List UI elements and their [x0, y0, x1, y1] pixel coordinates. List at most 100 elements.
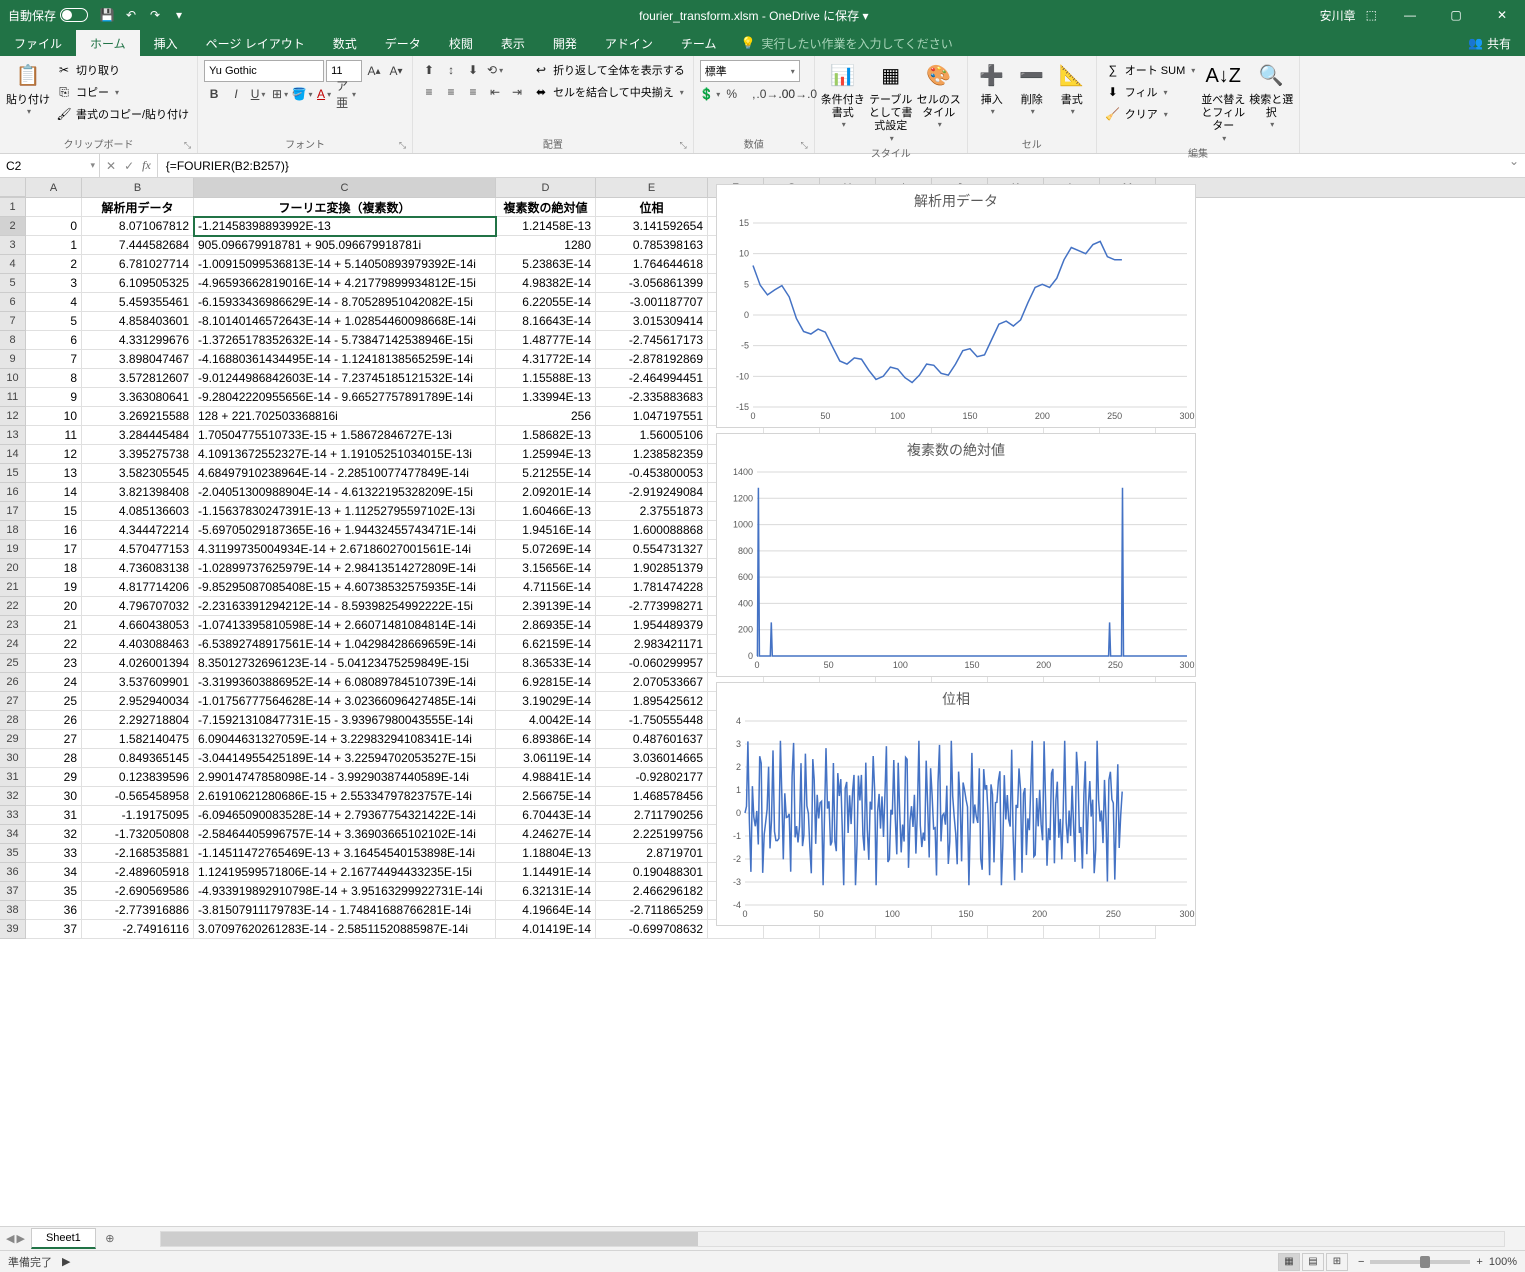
cell[interactable]: -3.001187707 [596, 293, 708, 312]
cell[interactable]: 10 [26, 407, 82, 426]
cell[interactable]: -9.28042220955656E-14 - 9.66527757891789… [194, 388, 496, 407]
cell[interactable]: 24 [26, 673, 82, 692]
decrease-decimal-icon[interactable]: .00→.0 [788, 84, 808, 104]
normal-view-button[interactable]: ▦ [1278, 1253, 1300, 1271]
cell[interactable]: -2.878192869 [596, 350, 708, 369]
cell[interactable]: 14 [26, 483, 82, 502]
italic-button[interactable]: I [226, 84, 246, 104]
row-header[interactable]: 25 [0, 654, 26, 673]
cell[interactable]: -2.773998271 [596, 597, 708, 616]
column-header-A[interactable]: A [26, 178, 82, 197]
align-middle-icon[interactable]: ↕ [441, 60, 461, 80]
cell[interactable]: 4.71156E-14 [496, 578, 596, 597]
select-all-corner[interactable] [0, 178, 26, 197]
underline-button[interactable]: U▾ [248, 84, 268, 104]
cell[interactable]: 位相 [596, 198, 708, 217]
cell[interactable]: 35 [26, 882, 82, 901]
cancel-formula-icon[interactable]: ✕ [106, 159, 116, 173]
row-header[interactable]: 24 [0, 635, 26, 654]
row-header[interactable]: 7 [0, 312, 26, 331]
format-table-button[interactable]: ▦テーブルとして書式設定▾ [869, 60, 913, 143]
align-right-icon[interactable]: ≡ [463, 82, 483, 102]
chart[interactable]: 複素数の絶対値020040060080010001200140005010015… [716, 433, 1196, 677]
tab-view[interactable]: 表示 [487, 30, 539, 56]
cell[interactable]: 解析用データ [82, 198, 194, 217]
user-name[interactable]: 安川章 [1320, 7, 1356, 24]
cell[interactable]: 5.23863E-14 [496, 255, 596, 274]
horizontal-scrollbar[interactable] [160, 1231, 1505, 1247]
tab-file[interactable]: ファイル [0, 30, 76, 56]
cell[interactable]: 23 [26, 654, 82, 673]
cell[interactable]: 2.09201E-14 [496, 483, 596, 502]
cell[interactable]: -1.02899737625979E-14 + 2.98413514272809… [194, 559, 496, 578]
cell[interactable]: -0.92802177 [596, 768, 708, 787]
cell[interactable]: 34 [26, 863, 82, 882]
cell[interactable]: -7.15921310847731E-15 - 3.93967980043555… [194, 711, 496, 730]
cell[interactable]: 2.070533667 [596, 673, 708, 692]
close-button[interactable]: ✕ [1479, 0, 1525, 30]
row-header[interactable]: 11 [0, 388, 26, 407]
row-header[interactable]: 3 [0, 236, 26, 255]
cell[interactable]: 12 [26, 445, 82, 464]
cell[interactable]: -2.168535881 [82, 844, 194, 863]
cell[interactable]: 1.21458E-13 [496, 217, 596, 236]
cell[interactable]: 1.70504775510733E-15 + 1.58672846727E-13… [194, 426, 496, 445]
fill-color-button[interactable]: 🪣▾ [292, 84, 312, 104]
tab-formulas[interactable]: 数式 [319, 30, 371, 56]
cell[interactable]: -3.81507911179783E-14 - 1.7484168876628​… [194, 901, 496, 920]
cell[interactable]: 21 [26, 616, 82, 635]
row-header[interactable]: 30 [0, 749, 26, 768]
cell[interactable]: 2 [26, 255, 82, 274]
cell[interactable]: 4.796707032 [82, 597, 194, 616]
copy-button[interactable]: ⎘コピー▾ [54, 82, 191, 102]
page-break-view-button[interactable]: ⊞ [1326, 1253, 1348, 1271]
cell[interactable]: 4.344472214 [82, 521, 194, 540]
name-box[interactable]: C2 ▾ [0, 154, 100, 177]
ribbon-display-icon[interactable]: ⬚ [1366, 8, 1377, 22]
cell[interactable]: 6.22055E-14 [496, 293, 596, 312]
cell[interactable]: -8.10140146572643E-14 + 1.02854460098668… [194, 312, 496, 331]
cell[interactable]: 3.363080641 [82, 388, 194, 407]
cell[interactable]: 2.983421171 [596, 635, 708, 654]
cell[interactable]: -2.04051300988904E-14 - 4.61322195328209… [194, 483, 496, 502]
cell[interactable]: 複素数の絶対値 [496, 198, 596, 217]
cell[interactable]: 6 [26, 331, 82, 350]
cell[interactable]: 6.781027714 [82, 255, 194, 274]
cell[interactable]: 4.0042E-14 [496, 711, 596, 730]
cell[interactable]: 2.225199756 [596, 825, 708, 844]
column-header-E[interactable]: E [596, 178, 708, 197]
cell[interactable]: 5.21255E-14 [496, 464, 596, 483]
tab-data[interactable]: データ [371, 30, 435, 56]
cell[interactable]: 36 [26, 901, 82, 920]
cell[interactable]: 25 [26, 692, 82, 711]
row-header[interactable]: 34 [0, 825, 26, 844]
cell[interactable]: -2.464994451 [596, 369, 708, 388]
cell[interactable]: 17 [26, 540, 82, 559]
alignment-launcher[interactable]: ⤡ [680, 140, 687, 151]
cell[interactable]: -1.750555448 [596, 711, 708, 730]
number-launcher[interactable]: ⤡ [801, 140, 808, 151]
cell[interactable]: -1.07413395810598E-14 + 2.66071481084814… [194, 616, 496, 635]
row-header[interactable]: 1 [0, 198, 26, 217]
cell[interactable]: -4.16880361434495E-14 - 1.12418138565259… [194, 350, 496, 369]
page-layout-view-button[interactable]: ▤ [1302, 1253, 1324, 1271]
autosave-toggle[interactable] [60, 8, 88, 22]
row-header[interactable]: 38 [0, 901, 26, 920]
tab-insert[interactable]: 挿入 [140, 30, 192, 56]
cell[interactable]: 2.39139E-14 [496, 597, 596, 616]
row-header[interactable]: 2 [0, 217, 26, 236]
cell[interactable]: 3.036014665 [596, 749, 708, 768]
cell[interactable]: -1.01756777564628E-14 + 3.02366096427485… [194, 692, 496, 711]
cell[interactable]: 4.98841E-14 [496, 768, 596, 787]
cell[interactable]: 4.026001394 [82, 654, 194, 673]
cell[interactable]: 4.570477153 [82, 540, 194, 559]
cell[interactable]: 0.487601637 [596, 730, 708, 749]
undo-icon[interactable]: ↶ [122, 6, 140, 24]
cell[interactable]: 13 [26, 464, 82, 483]
cell[interactable]: 1.902851379 [596, 559, 708, 578]
cell[interactable]: -2.58464405996757E-14 + 3.36903665102102… [194, 825, 496, 844]
cell[interactable]: 6.62159E-14 [496, 635, 596, 654]
row-header[interactable]: 33 [0, 806, 26, 825]
fill-button[interactable]: ⬇フィル▾ [1103, 82, 1198, 102]
cell[interactable]: -0.565458958 [82, 787, 194, 806]
